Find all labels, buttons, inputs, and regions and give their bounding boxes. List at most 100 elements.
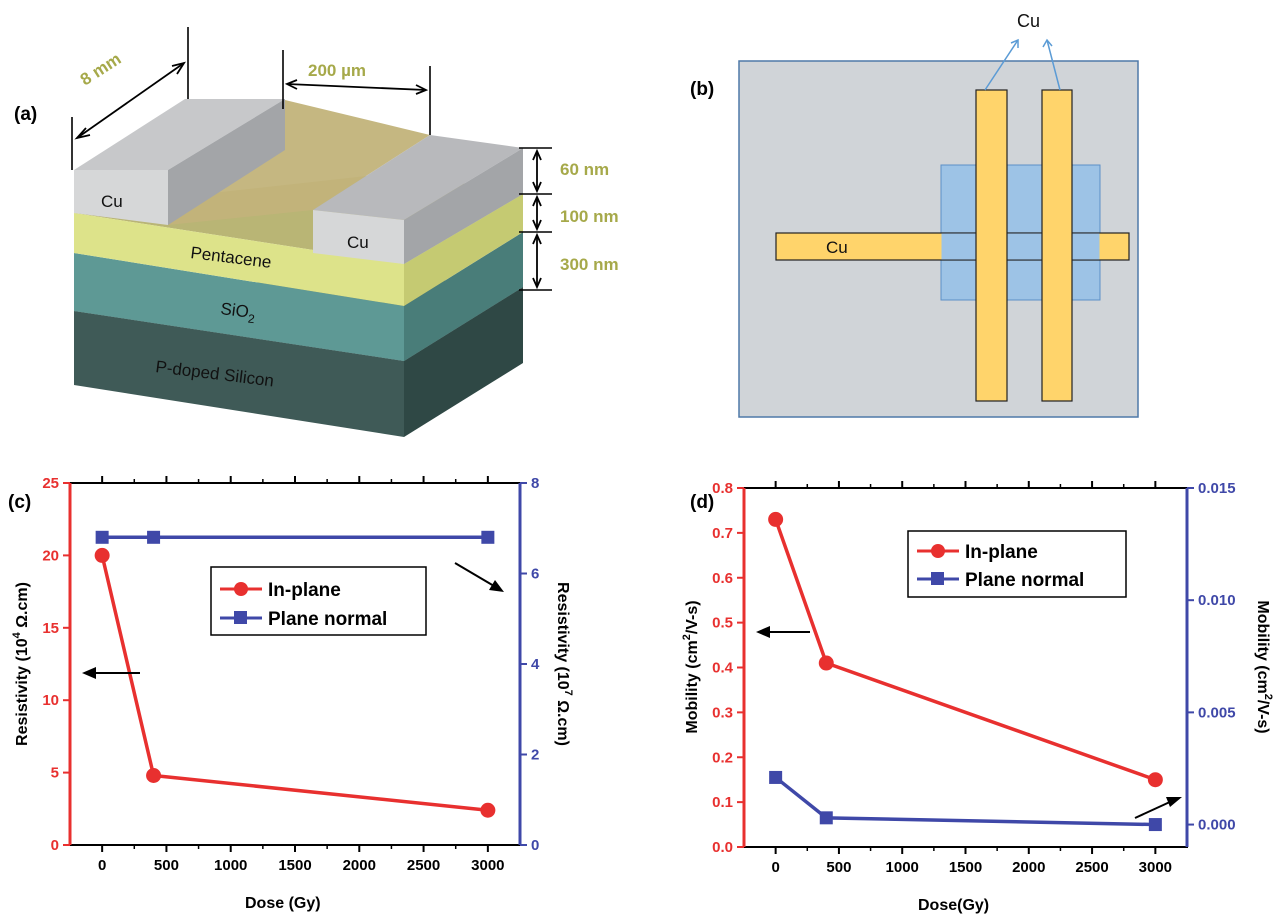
c-series — [94, 530, 496, 818]
x-tick-label-d: 2500 — [1075, 859, 1108, 876]
x-tick-label-c: 0 — [98, 857, 106, 874]
y-left-tick-label-d: 0.0 — [712, 839, 733, 856]
arrow-d-left-head — [756, 626, 770, 638]
arrow-c-right-head — [489, 580, 504, 592]
panel-label-a: (a) — [14, 104, 37, 125]
cu-thickness-label: 60 nm — [560, 160, 609, 179]
legend-c-marker-plane-normal — [234, 611, 247, 624]
channel-overlap — [941, 233, 1100, 260]
y-right-tick-label-c: 4 — [531, 656, 540, 673]
data-point-in-plane-c — [480, 802, 496, 818]
cu-vertical-strip-left — [975, 89, 1008, 402]
panel-b: (b) Cu Cu — [690, 11, 1139, 418]
pentacene-side-face — [404, 194, 523, 306]
legend-d-box — [907, 530, 1127, 598]
y-left-tick-label-d: 0.2 — [712, 749, 733, 766]
y-left-tick-label-c: 10 — [42, 692, 59, 709]
annotation-arrows-d — [756, 626, 1182, 819]
y-right-tick-label-c: 6 — [531, 566, 539, 583]
y-left-tick-label-c: 5 — [51, 765, 59, 782]
silicon-front-face — [74, 311, 404, 437]
cu-vertical-strip-right — [1041, 89, 1073, 402]
cu-strip-label: Cu — [826, 238, 848, 257]
cu-right-label: Cu — [347, 233, 369, 252]
x-tick-label-c: 1000 — [214, 857, 247, 874]
legend-c: In-plane Plane normal — [210, 566, 427, 636]
legend-c-in-plane: In-plane — [268, 580, 341, 601]
cu-right-front — [313, 210, 404, 264]
y-left-tick-label-d: 0.6 — [712, 570, 733, 587]
pentacene-channel — [168, 100, 430, 225]
x-tick-label-c: 1500 — [278, 857, 311, 874]
data-point-plane-normal-d — [819, 811, 833, 825]
cu-top-label: Cu — [1017, 11, 1040, 31]
d-ticks: 0 500 1000 1500 2000 2500 3000 0.0 0.1 0.2 0.3 0.4 0… — [712, 480, 1235, 876]
arrow-d-right-head — [1166, 797, 1182, 807]
y-right-tick-label-c: 0 — [531, 837, 539, 854]
y-left-tick-label-d: 0.1 — [712, 794, 733, 811]
data-point-in-plane-d — [768, 511, 784, 527]
cu-pointer-arrows — [984, 38, 1061, 91]
cu-left-label: Cu — [101, 192, 123, 211]
y-left-tick-label-c: 0 — [51, 837, 59, 854]
data-point-in-plane-d — [818, 655, 834, 671]
y-left-tick-label-d: 0.7 — [712, 525, 733, 542]
legend-d: In-plane Plane normal — [907, 530, 1127, 598]
legend-d-in-plane: In-plane — [965, 542, 1038, 563]
data-point-in-plane-c — [146, 767, 162, 783]
y-right-tick-label-c: 8 — [531, 475, 539, 492]
y-right-tick-label-d: 0.015 — [1198, 480, 1236, 497]
y-left-tick-label-d: 0.4 — [712, 660, 734, 677]
pentacene-front-face — [74, 213, 404, 306]
arrow-c-left-head — [82, 667, 96, 679]
cu-left-top — [74, 99, 285, 170]
dimension-lines — [71, 27, 552, 291]
x-tick-label-d: 1500 — [949, 859, 982, 876]
width-dim-label: 8 mm — [77, 49, 125, 89]
panel-label-c: (c) — [8, 492, 31, 513]
y-right-tick-label-d: 0.000 — [1198, 817, 1236, 834]
x-tick-label-c: 500 — [154, 857, 179, 874]
panel-d: (d) 0 500 1000 1500 2000 2500 3000 0.0 0.1 0.2 0.3… — [681, 480, 1274, 914]
c-ticks: 0 500 1000 1500 2000 2500 3000 0 5 10 15 20 25 0 2 4 6 8 — [42, 475, 540, 874]
sio2-thickness-label: 300 nm — [560, 255, 619, 274]
cu-right-side — [404, 148, 523, 264]
data-point-plane-normal-c — [481, 530, 495, 544]
data-point-in-plane-c — [94, 547, 110, 563]
y-left-tick-label-c: 25 — [42, 475, 59, 492]
y-right-tick-label-d: 0.005 — [1198, 704, 1236, 721]
arrow-d-right-shaft — [1134, 800, 1173, 819]
panel-label-b: (b) — [690, 79, 714, 100]
y-axis-right-title-c: Resistivity (107 Ω.cm) — [554, 582, 574, 746]
panel-c: (c) 0 500 1000 1500 2000 2500 3000 0 5 10 15 20 25 0 2… — [8, 475, 574, 912]
panel-label-d: (d) — [690, 492, 714, 513]
y-axis-left-title-c: Resistivity (104 Ω.cm) — [11, 582, 31, 746]
legend-c-marker-in-plane — [234, 582, 248, 596]
annotation-arrows-c — [82, 562, 504, 679]
y-left-tick-label-c: 15 — [42, 620, 59, 637]
y-axis-left-title-d: Mobility (cm2/V-s) — [681, 600, 701, 733]
legend-d-marker-plane-normal — [931, 572, 944, 585]
y-left-tick-label-d: 0.3 — [712, 704, 733, 721]
data-point-plane-normal-c — [147, 530, 161, 544]
y-right-tick-label-d: 0.010 — [1198, 592, 1236, 609]
data-point-plane-normal-d — [769, 770, 783, 784]
gap-dim-label: 200 µm — [308, 61, 366, 80]
cu-right-top — [313, 135, 523, 220]
dimension-arrows — [74, 61, 542, 290]
y-right-tick-label-c: 2 — [531, 747, 539, 764]
y-left-tick-label-d: 0.8 — [712, 480, 733, 497]
cu-left-front — [74, 170, 168, 225]
x-tick-label-d: 1000 — [886, 859, 919, 876]
cu-left-side — [168, 99, 285, 225]
arrow-c-right-shaft — [454, 562, 495, 587]
d-series — [768, 511, 1163, 832]
sio2-label: SiO2 — [219, 299, 257, 326]
legend-d-plane-normal: Plane normal — [965, 570, 1084, 591]
x-tick-label-c: 2500 — [407, 857, 440, 874]
sio2-front-face — [74, 253, 404, 361]
x-axis-title-d: Dose(Gy) — [918, 897, 989, 914]
data-point-plane-normal-c — [95, 530, 109, 544]
pentacene-thickness-label: 100 nm — [560, 207, 619, 226]
